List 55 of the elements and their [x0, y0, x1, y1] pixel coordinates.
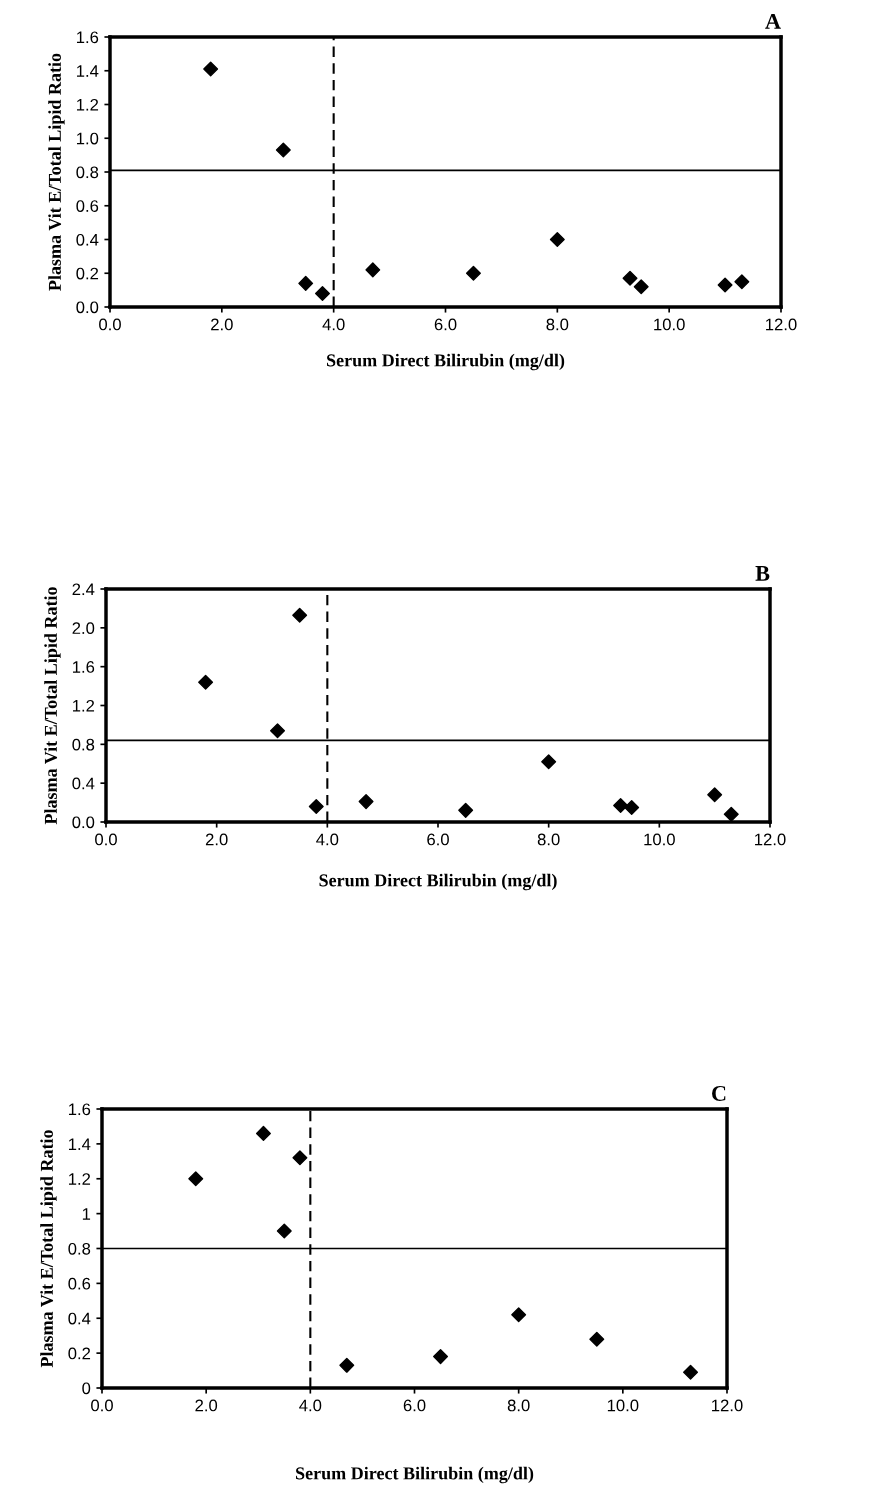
y-tick-label: 0.4: [72, 777, 95, 790]
x-tick-label: 6.0: [434, 318, 457, 331]
y-tick-label: 0.2: [76, 267, 99, 280]
y-tick-label: 1.0: [76, 132, 99, 145]
x-tick-label: 8.0: [537, 833, 560, 846]
x-tick-label: 0.0: [95, 833, 117, 846]
y-tick-label: 1.6: [68, 1103, 91, 1116]
x-axis-title: Serum Direct Bilirubin (mg/dl): [296, 1466, 534, 1484]
y-tick-label: 1.2: [72, 699, 95, 712]
x-tick-label: 8.0: [507, 1399, 530, 1412]
chart-title: C: [712, 1085, 726, 1101]
x-tick-label: 6.0: [427, 833, 449, 846]
y-tick-label: 0.0: [72, 816, 95, 829]
x-tick-label: 8.0: [546, 318, 569, 331]
x-tick-label: 0.0: [91, 1399, 113, 1412]
x-tick-label: 6.0: [403, 1399, 426, 1412]
y-tick-label: 2.4: [72, 583, 95, 596]
x-tick-label: 4.0: [322, 318, 345, 331]
y-tick-label: 0.4: [68, 1312, 91, 1325]
y-tick-label: 0.8: [68, 1242, 91, 1255]
y-tick-label: 1: [82, 1208, 91, 1220]
x-tick-label: 4.0: [316, 833, 339, 846]
y-tick-label: 1.4: [68, 1138, 91, 1150]
x-tick-label: 10.0: [644, 833, 675, 846]
x-tick-label: 4.0: [299, 1399, 322, 1412]
y-tick-label: 0.8: [72, 738, 95, 751]
y-tick-label: 1.6: [76, 31, 99, 44]
x-tick-label: 0.0: [99, 318, 121, 331]
y-tick-label: 2.0: [72, 622, 95, 635]
y-axis-title: Plasma Vit E/Total Lipid Ratio: [44, 587, 61, 825]
y-tick-label: 1.2: [76, 98, 99, 111]
y-tick-label: 0.6: [76, 200, 99, 212]
y-tick-label: 0.0: [76, 301, 99, 314]
x-tick-label: 10.0: [654, 318, 685, 331]
x-tick-label: 2.0: [205, 833, 228, 846]
y-tick-label: 1.2: [68, 1173, 91, 1185]
y-tick-label: 1.4: [76, 65, 99, 77]
x-tick-label: 12.0: [712, 1399, 743, 1412]
y-tick-label: 0.4: [76, 233, 99, 246]
x-axis-title: Serum Direct Bilirubin (mg/dl): [327, 353, 565, 371]
chart-title: A: [765, 14, 781, 29]
y-tick-label: 0.8: [76, 166, 99, 179]
y-tick-label: 0: [82, 1382, 91, 1395]
x-tick-label: 10.0: [607, 1399, 639, 1412]
y-tick-label: 0.6: [68, 1277, 91, 1290]
y-axis-title: Plasma Vit E/Total Lipid Ratio: [40, 1130, 57, 1368]
x-axis-title: Serum Direct Bilirubin (mg/dl): [319, 873, 557, 891]
y-axis-title: Plasma Vit E/Total Lipid Ratio: [48, 53, 65, 291]
x-tick-label: 2.0: [195, 1399, 218, 1412]
y-tick-label: 1.6: [72, 661, 95, 673]
x-tick-label: 12.0: [755, 833, 786, 846]
y-tick-label: 0.2: [68, 1347, 91, 1360]
x-tick-label: 12.0: [766, 318, 797, 331]
chart-title: B: [755, 566, 770, 581]
x-tick-label: 2.0: [211, 318, 233, 331]
